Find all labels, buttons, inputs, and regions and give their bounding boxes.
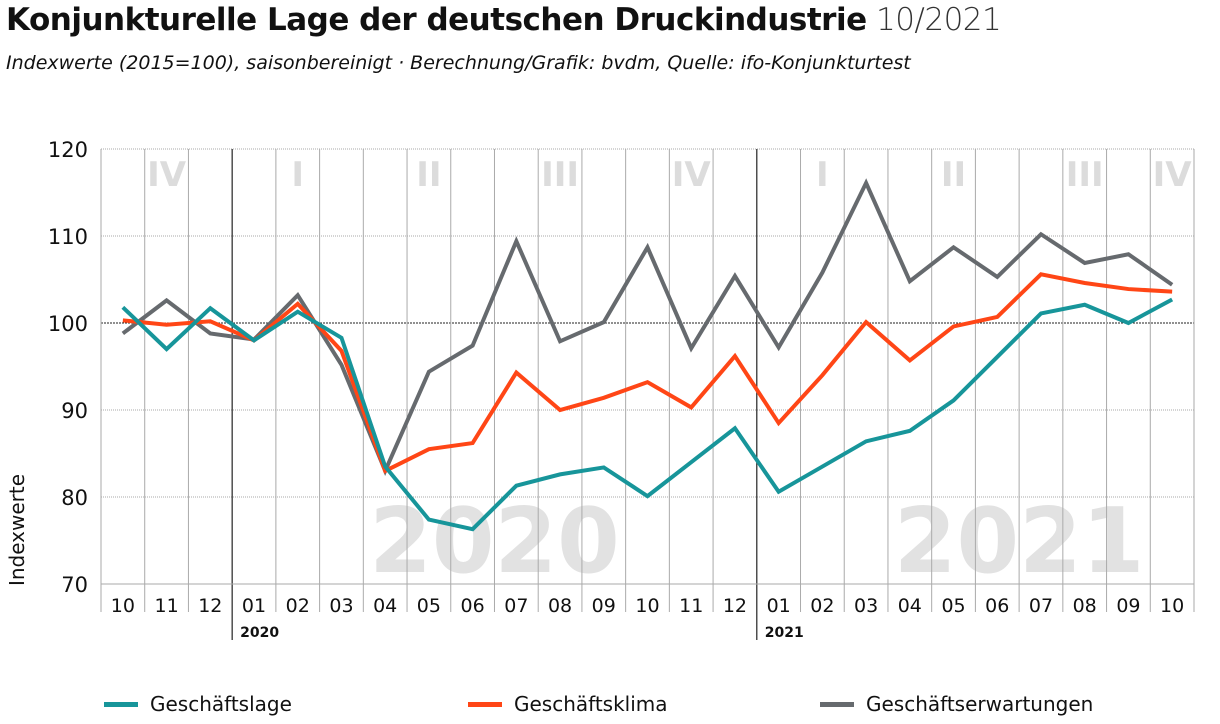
y-tick-label: 120 <box>48 138 88 162</box>
quarter-label: III <box>1066 155 1104 195</box>
y-tick-label: 70 <box>61 573 88 597</box>
quarter-label: IV <box>672 155 712 195</box>
x-tick-label: 07 <box>1029 595 1053 617</box>
x-tick-label: 09 <box>592 595 616 617</box>
legend-label: Geschäftserwartungen <box>866 692 1094 716</box>
legend-item-geschaeftslage: Geschäftslage <box>104 692 292 716</box>
x-tick-label: 05 <box>417 595 441 617</box>
x-tick-label: 10 <box>635 595 659 617</box>
series-line-geschäftslage <box>121 297 1174 532</box>
x-tick-label: 08 <box>1073 595 1097 617</box>
title-text: Konjunkturelle Lage der deutschen Drucki… <box>6 2 867 38</box>
x-tick-label: 10 <box>111 595 135 617</box>
x-tick-label: 02 <box>286 595 310 617</box>
x-tick-label: 01 <box>767 595 791 617</box>
series-line-geschäftserwartungen <box>121 178 1174 476</box>
x-tick-label: 12 <box>723 595 747 617</box>
year-label: 2021 <box>765 625 804 641</box>
y-tick-label: 100 <box>48 312 88 336</box>
legend-label: Geschäftslage <box>150 692 292 716</box>
x-tick-label: 11 <box>154 595 178 617</box>
x-tick-label: 01 <box>242 595 266 617</box>
x-tick-label: 09 <box>1116 595 1140 617</box>
quarter-label: II <box>416 155 441 195</box>
quarter-label: IV <box>1153 155 1193 195</box>
legend-label: Geschäftsklima <box>514 692 668 716</box>
y-tick-label: 90 <box>61 399 88 423</box>
chart-title: Konjunkturelle Lage der deutschen Drucki… <box>6 2 1002 38</box>
x-tick-label: 11 <box>679 595 703 617</box>
x-tick-label: 04 <box>373 595 397 617</box>
y-tick-label: 80 <box>61 486 88 510</box>
chart-subtitle: Indexwerte (2015=100), saisonbereinigt ·… <box>6 52 911 74</box>
year-label: 2020 <box>240 625 279 641</box>
x-tick-label: 02 <box>810 595 834 617</box>
x-tick-label: 06 <box>461 595 485 617</box>
x-tick-label: 07 <box>504 595 528 617</box>
y-tick-label: 110 <box>48 225 88 249</box>
quarter-label: IV <box>147 155 187 195</box>
quarter-label: III <box>541 155 579 195</box>
x-tick-label: 06 <box>985 595 1009 617</box>
legend-swatch <box>820 701 854 707</box>
x-tick-label: 04 <box>898 595 922 617</box>
x-tick-label: 03 <box>329 595 353 617</box>
legend-swatch <box>468 701 502 707</box>
quarter-label: I <box>291 155 304 195</box>
x-tick-label: 05 <box>941 595 965 617</box>
x-tick-label: 12 <box>198 595 222 617</box>
quarter-label: I <box>816 155 829 195</box>
x-tick-label: 10 <box>1160 595 1184 617</box>
x-tick-label: 03 <box>854 595 878 617</box>
legend-item-geschaeftsklima: Geschäftsklima <box>468 692 668 716</box>
legend-swatch <box>104 701 138 707</box>
series-line-geschäftsklima <box>122 272 1173 474</box>
legend-item-geschaeftserwartungen: Geschäftserwartungen <box>820 692 1093 716</box>
title-date: 10/2021 <box>875 2 1002 38</box>
x-tick-label: 08 <box>548 595 572 617</box>
quarter-label: II <box>941 155 966 195</box>
y-axis-label: Indexwerte <box>5 474 29 586</box>
